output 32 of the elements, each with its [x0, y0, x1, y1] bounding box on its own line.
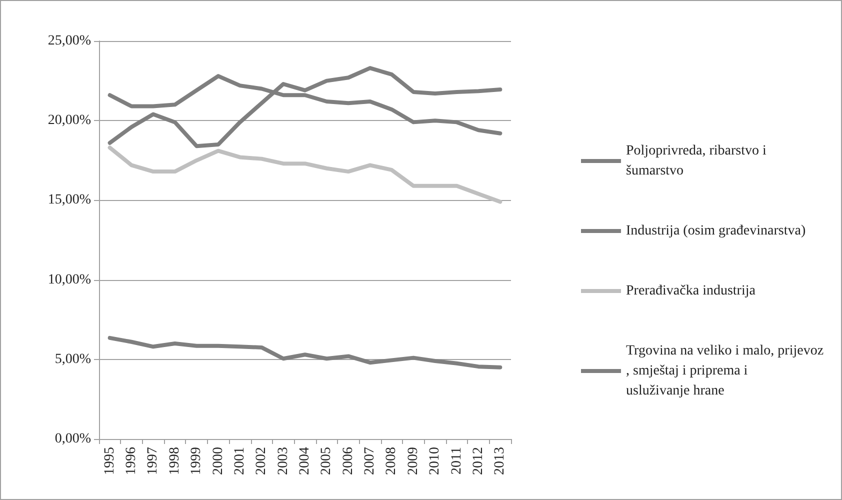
y-tick-label: 5,00%: [54, 352, 92, 367]
line-series: [108, 336, 502, 370]
x-tick-label: 2007: [362, 447, 378, 475]
x-tick-label: 2008: [384, 447, 400, 475]
x-tick-label: 2001: [232, 447, 248, 475]
y-tick-label: 20,00%: [48, 113, 92, 128]
x-tick-label: 2000: [210, 447, 226, 475]
legend-label: Prerađivačka industrija: [626, 284, 756, 298]
x-tick-label: 2003: [276, 447, 291, 475]
line-series: [108, 146, 502, 204]
y-tick-label: 10,00%: [48, 272, 92, 288]
x-tick-label: 1996: [124, 447, 140, 475]
y-tick-label: 25,00%: [48, 34, 92, 48]
x-tick-label: 2012: [470, 447, 486, 475]
x-tick-label: 2010: [428, 447, 443, 475]
legend-label: Industrija (osim građevinarstva): [626, 224, 806, 238]
y-tick-label: 15,00%: [48, 192, 92, 208]
x-tick-label: 2006: [340, 447, 356, 475]
y-tick-label: 0,00%: [54, 432, 92, 446]
x-tick-label: 1998: [167, 447, 182, 475]
line-series: [108, 66, 502, 148]
x-tick-label: 2005: [319, 447, 334, 475]
x-tick-label: 1997: [146, 447, 161, 475]
x-tick-label: 1995: [102, 447, 118, 475]
x-tick-label: 2009: [406, 447, 421, 475]
x-tick-label: 2011: [449, 447, 464, 474]
x-tick-label: 2002: [254, 447, 270, 475]
x-tick-label: 1999: [189, 447, 204, 475]
x-tick-label: 2013: [492, 447, 508, 475]
legend-label: Poljoprivreda, ribarstvo i šumarstvo: [626, 144, 770, 178]
x-tick-label: 2004: [298, 447, 312, 475]
legend-label: Trgovina na veliko i malo, prijevoz, smještaj i priprema i usluživanje hrane: [626, 344, 824, 398]
